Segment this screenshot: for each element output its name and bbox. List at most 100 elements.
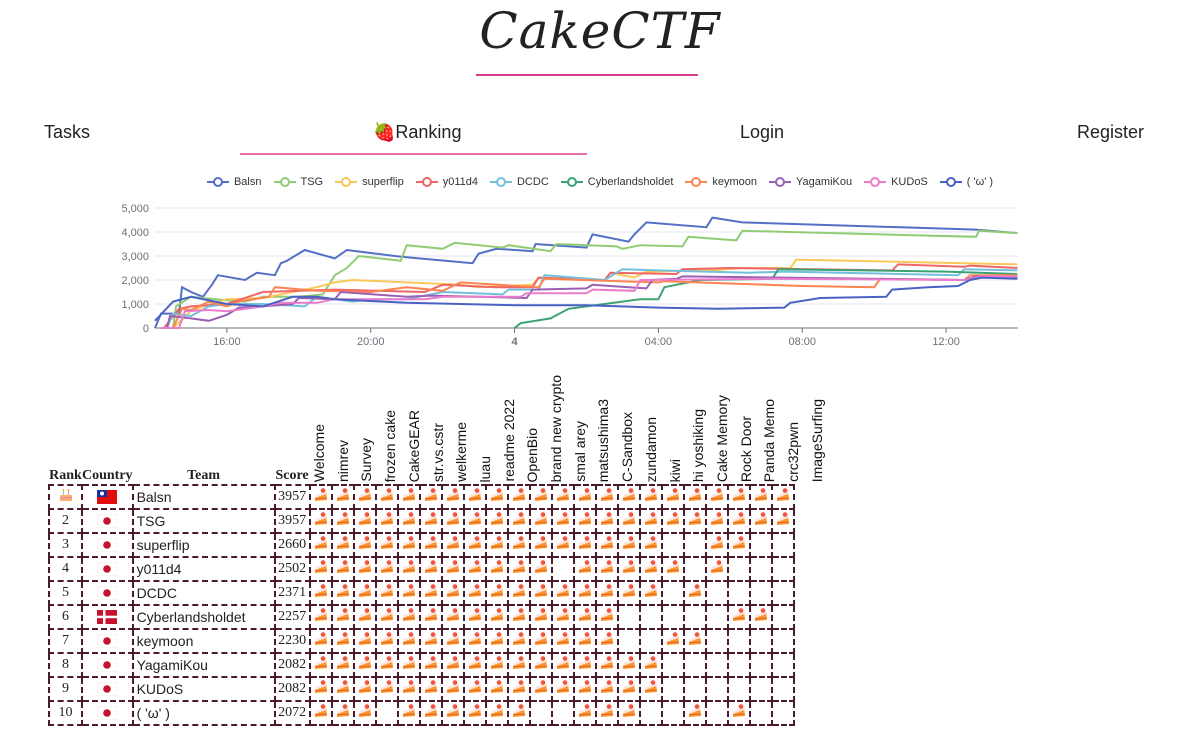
solve-cell: [550, 556, 575, 582]
team-name[interactable]: Balsn: [131, 484, 276, 510]
shortcake-icon: [335, 583, 351, 603]
country-cell: [81, 532, 134, 558]
solve-cell: [748, 652, 773, 678]
team-name[interactable]: KUDoS: [131, 676, 276, 702]
flag-japan-icon: [96, 585, 118, 601]
solve-cell: [396, 628, 421, 654]
solve-cell: [352, 676, 377, 702]
header-challenges: [310, 466, 794, 485]
legend-item[interactable]: keymoon: [685, 176, 757, 188]
solve-cell: [352, 652, 377, 678]
shortcake-icon: [335, 607, 351, 627]
shortcake-icon: [577, 607, 593, 627]
shortcake-icon: [357, 655, 373, 675]
solve-cell: [572, 556, 597, 582]
shortcake-icon: [555, 631, 571, 651]
shortcake-icon: [775, 487, 791, 507]
nav-ranking[interactable]: 🍓Ranking: [373, 122, 462, 142]
legend-item[interactable]: superflip: [335, 176, 404, 188]
shortcake-icon: [775, 511, 791, 531]
table-row: 9 KUDoS 2082: [48, 676, 795, 702]
solve-cell: [418, 508, 443, 534]
shortcake-icon: [511, 511, 527, 531]
shortcake-icon: [423, 559, 439, 579]
solve-cell: [462, 676, 487, 702]
legend-item[interactable]: Cyberlandsholdet: [560, 176, 674, 188]
rank-cell: 7: [48, 628, 83, 654]
shortcake-icon: [599, 703, 615, 723]
solve-cell: [308, 700, 333, 726]
shortcake-icon: [445, 559, 461, 579]
site-logo[interactable]: CakeCTF: [479, 2, 721, 60]
legend-item[interactable]: DCDC: [489, 176, 549, 188]
team-name[interactable]: y011d4: [131, 556, 276, 582]
solve-cell: [660, 532, 685, 558]
solve-cell: [308, 508, 333, 534]
series-line-KUDoS: [161, 275, 1018, 329]
solve-cell: [550, 508, 575, 534]
team-name[interactable]: YagamiKou: [131, 652, 276, 678]
team-name[interactable]: TSG: [131, 508, 276, 534]
solve-cell: [308, 484, 333, 510]
shortcake-icon: [313, 487, 329, 507]
team-name[interactable]: Cyberlandsholdet: [131, 604, 276, 630]
x-tick-label: 16:00: [213, 336, 241, 348]
ranking-table: Rank Country Team Score Balsn 3957 2 TSG 395…: [48, 466, 795, 726]
team-name[interactable]: keymoon: [131, 628, 276, 654]
legend-item[interactable]: TSG: [273, 176, 323, 188]
shortcake-icon: [467, 511, 483, 531]
rank-cell: 5: [48, 580, 83, 606]
legend-item[interactable]: YagamiKou: [769, 176, 852, 188]
solve-cell: [330, 508, 355, 534]
solve-cell: [770, 508, 795, 534]
solve-cell: [550, 532, 575, 558]
shortcake-icon: [753, 511, 769, 531]
header-score: Score: [275, 468, 309, 483]
shortcake-icon: [533, 535, 549, 555]
shortcake-icon: [445, 511, 461, 531]
nav-tasks[interactable]: Tasks: [44, 122, 91, 142]
chart-legend: Balsn TSG superflip y011d4 DCDC Cyberlandshol…: [0, 176, 1200, 188]
shortcake-icon: [621, 511, 637, 531]
challenge-header[interactable]: ImageSurfing: [808, 398, 825, 482]
solve-cell: [308, 628, 333, 654]
team-name[interactable]: DCDC: [131, 580, 276, 606]
nav-login[interactable]: Login: [740, 122, 785, 142]
solve-cell: [594, 700, 619, 726]
legend-label: Cyberlandsholdet: [587, 176, 674, 188]
solve-cell: [396, 604, 421, 630]
solve-cell: [748, 508, 773, 534]
shortcake-icon: [709, 535, 725, 555]
table-row: 10 ( 'ω' ) 2072: [48, 700, 795, 726]
legend-label: Balsn: [233, 176, 262, 188]
shortcake-icon: [533, 631, 549, 651]
shortcake-icon: [577, 535, 593, 555]
shortcake-icon: [401, 655, 417, 675]
score-cell: 3957: [273, 484, 311, 510]
legend-item[interactable]: y011d4: [415, 176, 478, 188]
shortcake-icon: [489, 655, 505, 675]
solve-cell: [352, 580, 377, 606]
table-row: 5 DCDC 2371: [48, 580, 795, 606]
team-name[interactable]: ( 'ω' ): [131, 700, 276, 726]
solve-cell: [484, 604, 509, 630]
rank-cell: 6: [48, 604, 83, 630]
shortcake-icon: [489, 607, 505, 627]
solve-cell: [330, 532, 355, 558]
shortcake-icon: [401, 511, 417, 531]
solve-cell: [594, 484, 619, 510]
legend-item[interactable]: KUDoS: [864, 176, 928, 188]
solve-cell: [352, 508, 377, 534]
team-name[interactable]: superflip: [131, 532, 276, 558]
shortcake-icon: [379, 559, 395, 579]
nav-register[interactable]: Register: [1077, 122, 1145, 142]
legend-item[interactable]: ( 'ω' ): [939, 176, 993, 188]
solve-cell: [682, 676, 707, 702]
solve-cell: [638, 628, 663, 654]
shortcake-icon: [511, 679, 527, 699]
solve-cell: [660, 508, 685, 534]
solve-cell: [440, 508, 465, 534]
legend-item[interactable]: Balsn: [206, 176, 262, 188]
shortcake-icon: [445, 607, 461, 627]
solve-cell: [374, 652, 399, 678]
